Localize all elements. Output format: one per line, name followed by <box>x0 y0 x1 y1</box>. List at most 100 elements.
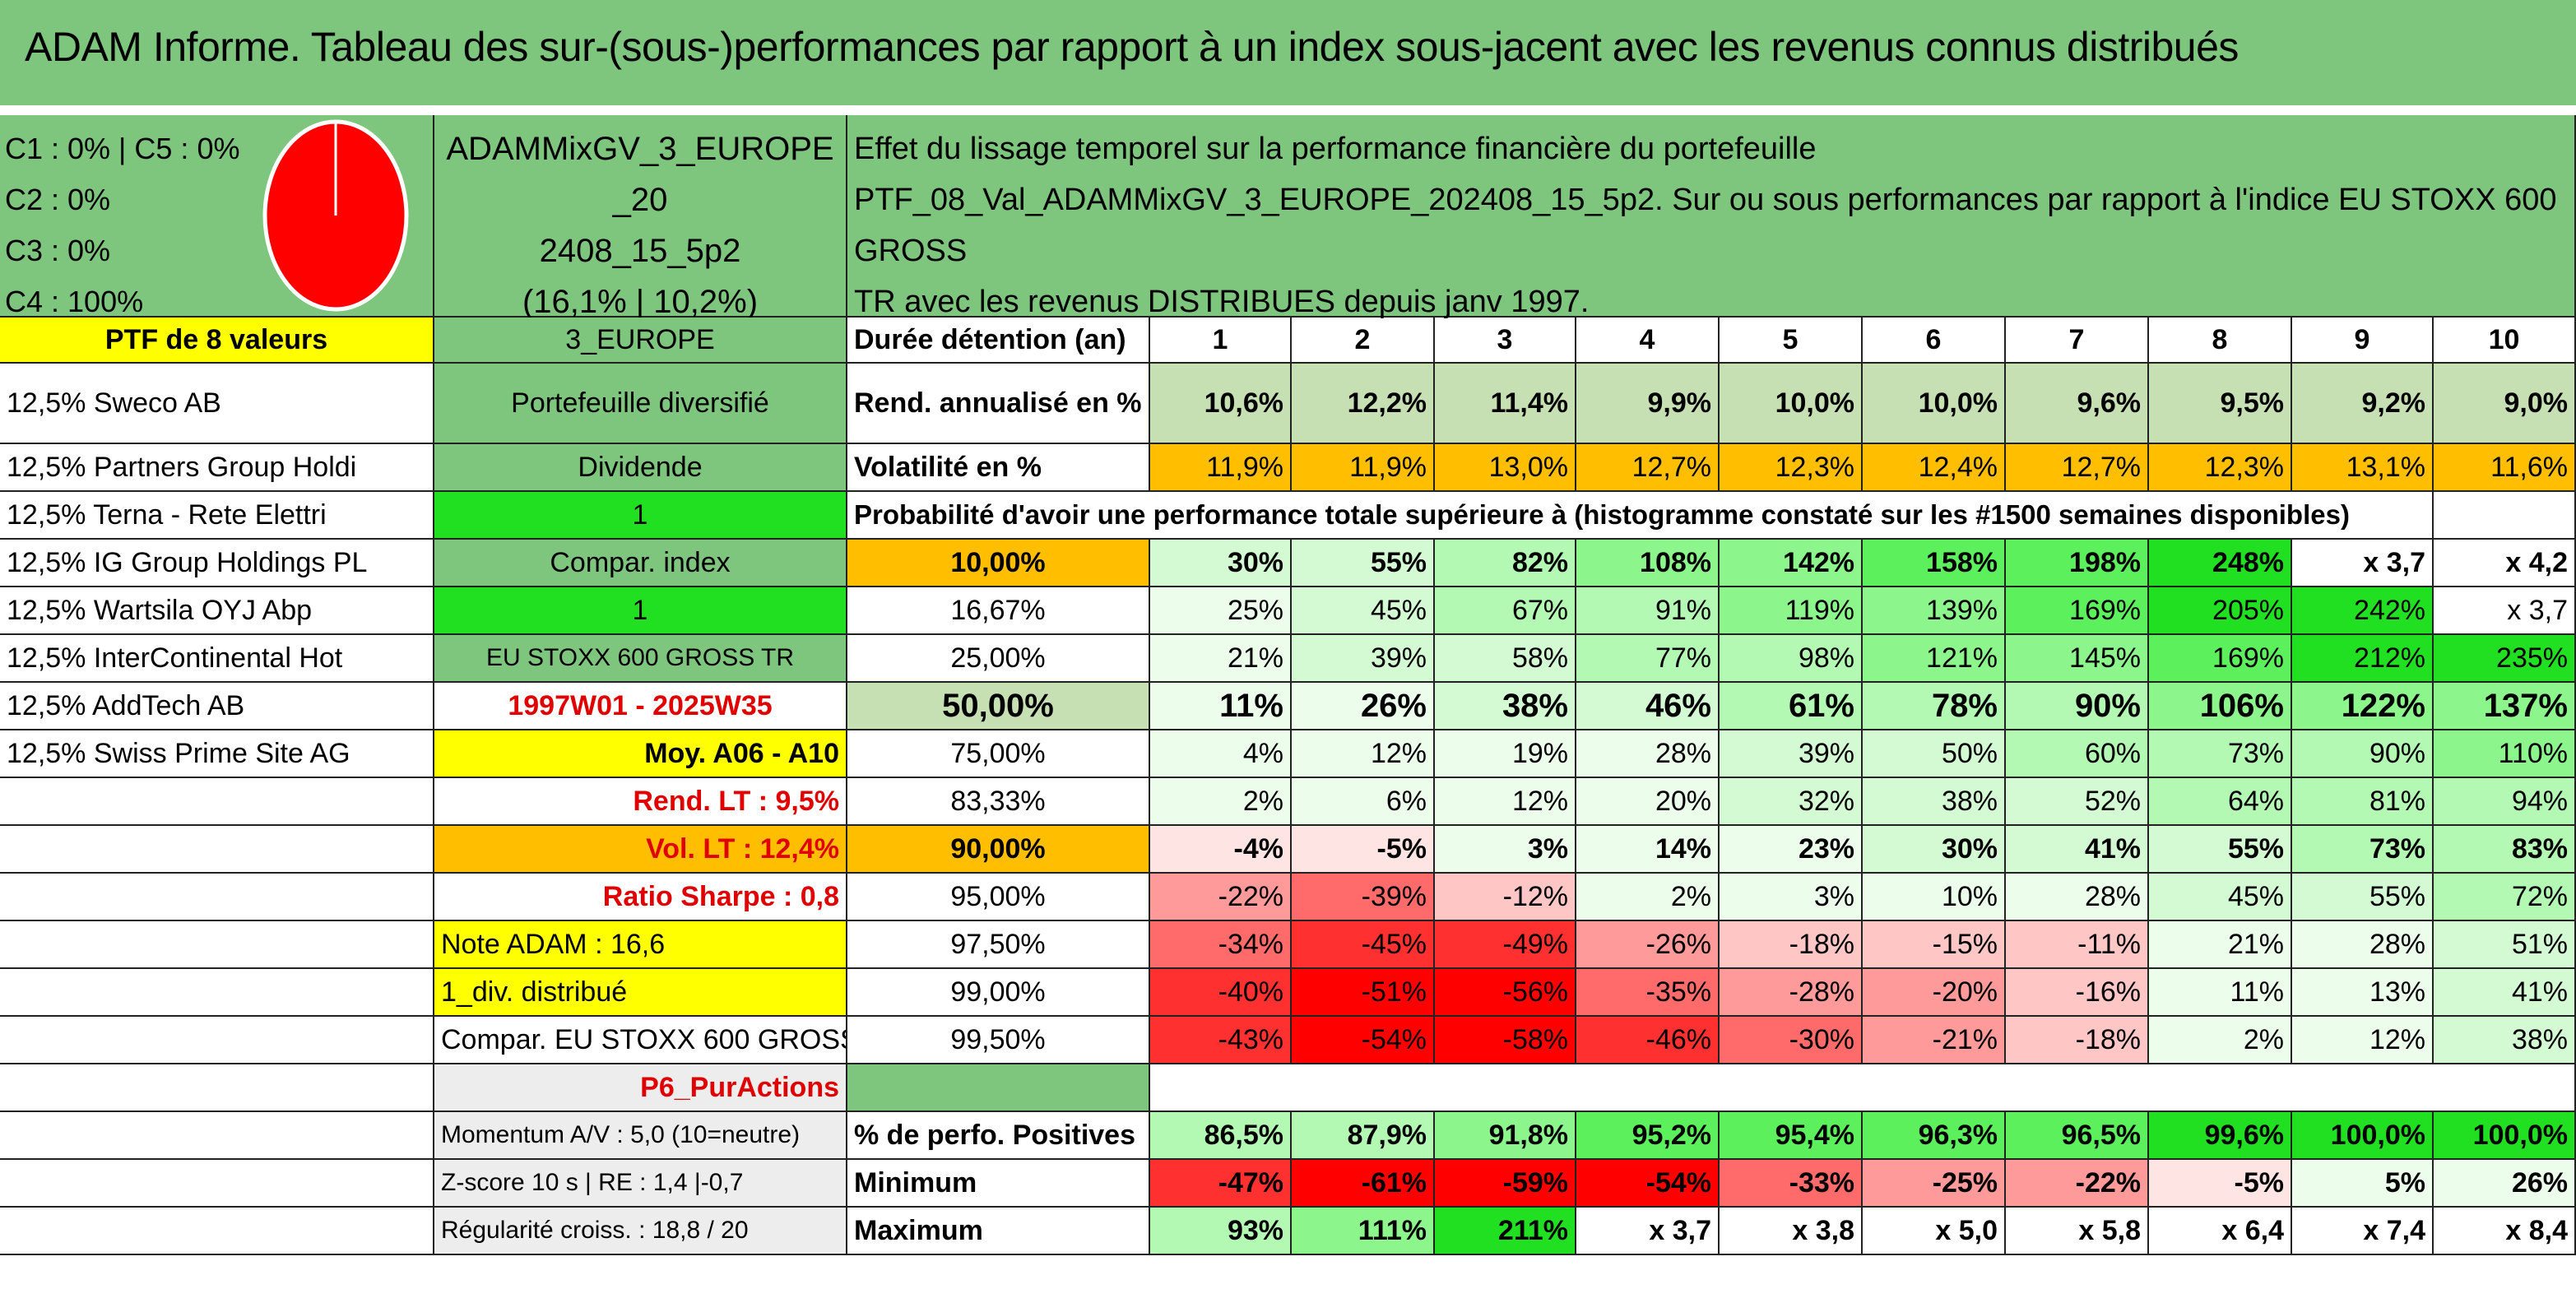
probability-value: 21% <box>1150 635 1292 683</box>
probability-value: 94% <box>2434 778 2576 826</box>
probability-value: 30% <box>1150 540 1292 587</box>
holding-name: 12,5% IG Group Holdings PL <box>0 540 434 587</box>
year-header: 3 <box>1435 318 1576 364</box>
empty-green-cell <box>847 1064 1150 1112</box>
probability-value: 91% <box>1576 587 1720 635</box>
year-header: 5 <box>1720 318 1863 364</box>
positive-share-value: 96,3% <box>1863 1112 2006 1160</box>
probability-value: 122% <box>2292 683 2434 730</box>
probability-value: -58% <box>1435 1017 1576 1064</box>
minimum-value: 26% <box>2434 1160 2576 1208</box>
probability-value: 198% <box>2006 540 2149 587</box>
year-header: 1 <box>1150 318 1292 364</box>
probability-value: -15% <box>1863 921 2006 969</box>
holding-name <box>0 1160 434 1208</box>
probability-value: 30% <box>1863 826 2006 874</box>
probability-value: 25% <box>1150 587 1292 635</box>
probability-value: 38% <box>1435 683 1576 730</box>
minimum-label: Minimum <box>847 1160 1150 1208</box>
index-compare-full: Compar. EU STOXX 600 GROSS TR <box>434 1017 847 1064</box>
annual-return-value: 9,2% <box>2292 364 2434 444</box>
minimum-value: -25% <box>1863 1160 2006 1208</box>
probability-value: -56% <box>1435 969 1576 1017</box>
maximum-value: x 3,7 <box>1576 1208 1720 1255</box>
probability-value: -20% <box>1863 969 2006 1017</box>
holding-name: 12,5% Partners Group Holdi <box>0 444 434 492</box>
probability-value: -54% <box>1292 1017 1435 1064</box>
probability-value: 50% <box>1863 730 2006 778</box>
description-block: Effet du lissage temporel sur la perform… <box>847 115 2576 319</box>
probability-value: -46% <box>1576 1017 1720 1064</box>
dividend-label: Dividende <box>434 444 847 492</box>
volatility-value: 12,3% <box>2149 444 2292 492</box>
composition-line: C3 : 0% <box>5 234 111 267</box>
probability-value: 52% <box>2006 778 2149 826</box>
index-compare-label: Compar. index <box>434 540 847 587</box>
probability-value: 12% <box>2292 1017 2434 1064</box>
holding-name: 12,5% Swiss Prime Site AG <box>0 730 434 778</box>
probability-value: 14% <box>1576 826 1720 874</box>
probability-value: 77% <box>1576 635 1720 683</box>
volatility-value: 12,3% <box>1720 444 1863 492</box>
probability-value: 169% <box>2149 635 2292 683</box>
probability-value: 55% <box>1292 540 1435 587</box>
positive-share-value: 91,8% <box>1435 1112 1576 1160</box>
probability-value: 28% <box>1576 730 1720 778</box>
volatility-value: 12,7% <box>2006 444 2149 492</box>
minimum-value: 5% <box>2292 1160 2434 1208</box>
probability-value: 205% <box>2149 587 2292 635</box>
positive-share-value: 100,0% <box>2434 1112 2576 1160</box>
probability-value: 64% <box>2149 778 2292 826</box>
probability-value: 106% <box>2149 683 2292 730</box>
probability-value: 121% <box>1863 635 2006 683</box>
probability-value: 12% <box>1292 730 1435 778</box>
volatility-value: 12,7% <box>1576 444 1720 492</box>
annual-return-value: 10,0% <box>1863 364 2006 444</box>
probability-value: -18% <box>2006 1017 2149 1064</box>
annual-return-value: 9,9% <box>1576 364 1720 444</box>
holding-name: 12,5% InterContinental Hot <box>0 635 434 683</box>
holding-name <box>0 874 434 921</box>
index-compare-value: 1 <box>434 587 847 635</box>
probability-value: 6% <box>1292 778 1435 826</box>
probability-value: x 4,2 <box>2434 540 2576 587</box>
probability-value: 73% <box>2149 730 2292 778</box>
probability-title: Probabilité d'avoir une performance tota… <box>847 492 2434 540</box>
probability-value: 21% <box>2149 921 2292 969</box>
ptf-count-label: PTF de 8 valeurs <box>0 318 434 364</box>
probability-value: 26% <box>1292 683 1435 730</box>
probability-value: 142% <box>1720 540 1863 587</box>
performance-grid: C1 : 0% | C5 : 0% C2 : 0% C3 : 0% C4 : 1… <box>0 115 2576 1289</box>
index-name: EU STOXX 600 GROSS TR <box>434 635 847 683</box>
annual-return-value: 12,2% <box>1292 364 1435 444</box>
probability-value: 39% <box>1720 730 1863 778</box>
sharpe-ratio: Ratio Sharpe : 0,8 <box>434 874 847 921</box>
momentum-label: Momentum A/V : 5,0 (10=neutre) <box>434 1112 847 1160</box>
probability-value: -30% <box>1720 1017 1863 1064</box>
probability-value: 20% <box>1576 778 1720 826</box>
probability-value: 90% <box>2292 730 2434 778</box>
probability-value: 38% <box>2434 1017 2576 1064</box>
volatility-value: 13,0% <box>1435 444 1576 492</box>
probability-value: 60% <box>2006 730 2149 778</box>
probability-value: 12% <box>1435 778 1576 826</box>
region-label: 3_EUROPE <box>434 318 847 364</box>
composition-block: C1 : 0% | C5 : 0% C2 : 0% C3 : 0% C4 : 1… <box>0 115 434 318</box>
annual-return-value: 9,6% <box>2006 364 2149 444</box>
year-header: 4 <box>1576 318 1720 364</box>
year-header: 2 <box>1292 318 1435 364</box>
probability-value: 55% <box>2149 826 2292 874</box>
holding-name: 12,5% AddTech AB <box>0 683 434 730</box>
duration-header: Durée détention (an) <box>847 318 1150 364</box>
annual-return-value: 9,5% <box>2149 364 2292 444</box>
annual-return-value: 11,4% <box>1435 364 1576 444</box>
probability-value: 90% <box>2006 683 2149 730</box>
probability-threshold: 99,50% <box>847 1017 1150 1064</box>
volatility-value: 11,9% <box>1150 444 1292 492</box>
probability-value: 45% <box>1292 587 1435 635</box>
probability-value: -26% <box>1576 921 1720 969</box>
distribution-mode: 1_div. distribué <box>434 969 847 1017</box>
probability-value: 55% <box>2292 874 2434 921</box>
minimum-value: -22% <box>2006 1160 2149 1208</box>
probability-value: -34% <box>1150 921 1292 969</box>
